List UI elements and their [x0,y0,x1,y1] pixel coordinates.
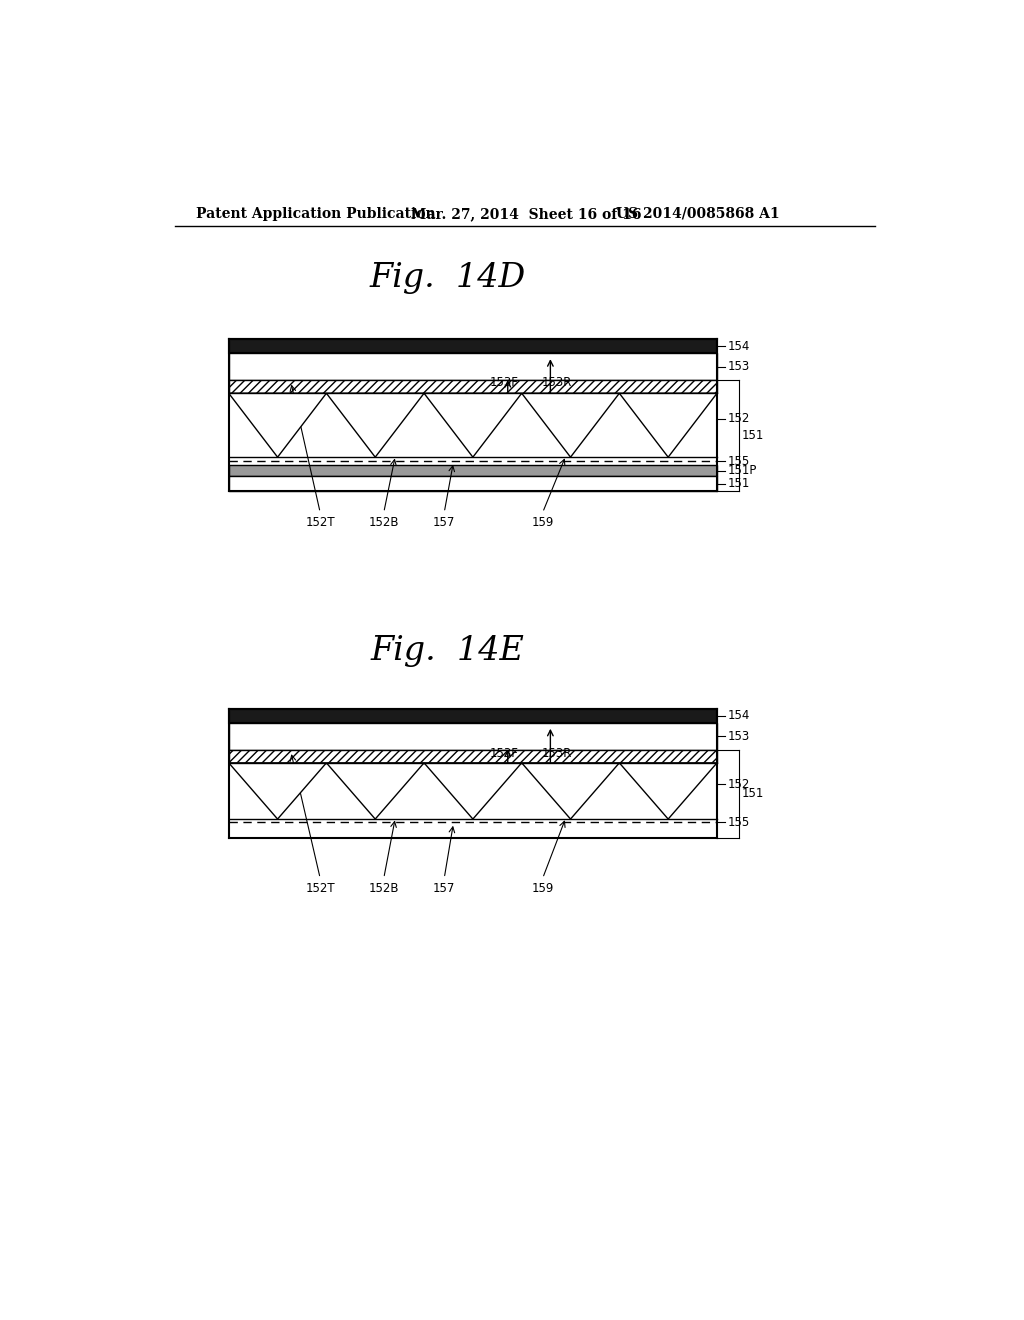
Text: 157: 157 [433,516,456,529]
Text: 152: 152 [728,412,751,425]
Polygon shape [521,763,620,818]
Text: 151: 151 [728,478,751,490]
Text: 153: 153 [728,360,751,374]
Text: 153: 153 [728,730,751,743]
Text: 152T: 152T [305,882,335,895]
Text: 152T: 152T [305,516,335,529]
Bar [228,477,717,491]
Text: 151P: 151P [728,465,757,477]
Text: Fig.  14D: Fig. 14D [370,261,525,294]
Bar [228,339,717,354]
Text: 153R: 153R [542,747,571,760]
Polygon shape [620,393,717,457]
Text: 154: 154 [728,709,751,722]
Polygon shape [327,763,424,818]
Polygon shape [327,393,424,457]
Bar [228,380,717,393]
Polygon shape [620,763,717,818]
Bar [228,465,717,477]
Bar [228,822,717,838]
Polygon shape [228,393,327,457]
Polygon shape [228,763,327,818]
Polygon shape [424,763,521,818]
Text: Mar. 27, 2014  Sheet 16 of 16: Mar. 27, 2014 Sheet 16 of 16 [411,207,641,220]
Bar [228,723,717,750]
Text: 151: 151 [741,429,764,442]
Text: 155: 155 [728,816,751,829]
Text: 153F: 153F [489,747,518,760]
Bar [228,750,717,818]
Text: 151: 151 [741,787,764,800]
Text: 153F: 153F [489,376,518,389]
Text: 152: 152 [728,777,751,791]
Text: 159: 159 [531,516,554,529]
Text: US 2014/0085868 A1: US 2014/0085868 A1 [616,207,780,220]
Bar [228,709,717,723]
Polygon shape [521,393,620,457]
Text: Patent Application Publication: Patent Application Publication [197,207,436,220]
Text: 157: 157 [433,882,456,895]
Text: 153R: 153R [542,376,571,389]
Text: 152B: 152B [369,882,399,895]
Text: 154: 154 [728,339,751,352]
Bar [228,380,717,457]
Text: 159: 159 [531,882,554,895]
Text: Fig.  14E: Fig. 14E [371,635,524,667]
Text: 152B: 152B [369,516,399,529]
Text: 155: 155 [728,454,751,467]
Bar [228,750,717,763]
Bar [228,354,717,380]
Polygon shape [424,393,521,457]
